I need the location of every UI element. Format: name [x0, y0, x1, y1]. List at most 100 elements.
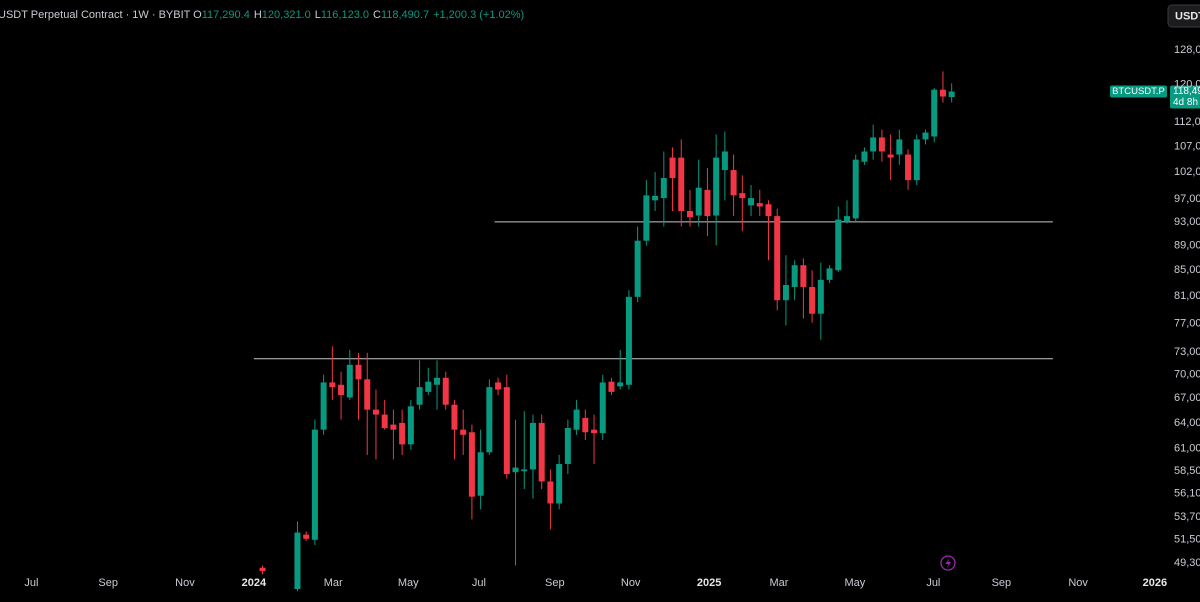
candle-body	[704, 189, 711, 217]
candle-body	[774, 216, 781, 301]
candle-body	[486, 387, 493, 453]
y-tick-label: 61,000	[1174, 443, 1200, 455]
candle-body	[442, 377, 449, 405]
x-tick-label: Sep	[992, 577, 1012, 589]
candle-body	[843, 216, 850, 222]
candle-body	[660, 177, 667, 199]
y-tick-label: 128,000	[1174, 44, 1200, 56]
candle-body	[294, 532, 301, 590]
y-tick-label: 51,500	[1174, 534, 1200, 546]
candle-body	[599, 382, 606, 434]
candle-body	[861, 151, 868, 162]
y-tick-label: 85,000	[1174, 264, 1200, 276]
candle-body	[303, 534, 310, 539]
candle-body	[913, 139, 920, 181]
y-tick-label: 56,100	[1174, 488, 1200, 500]
button-label[interactable]: USDT	[1175, 10, 1200, 22]
button-frame[interactable]	[1167, 4, 1200, 28]
candle-body	[695, 187, 702, 216]
candle-body	[686, 210, 693, 218]
y-tick-label: 81,000	[1174, 290, 1200, 302]
candle-body	[390, 424, 397, 430]
candle-body	[791, 265, 798, 287]
price-tag	[1170, 85, 1200, 109]
candle-body	[468, 432, 475, 497]
candle-body	[529, 422, 536, 470]
candle-body	[416, 387, 423, 405]
y-tick-label: 107,000	[1174, 140, 1200, 152]
symbol: USDT Perpetual Contract · 1W · BYBIT	[0, 9, 191, 21]
currency-button[interactable]: USDT	[1167, 4, 1200, 28]
candle-body	[460, 429, 467, 435]
candle-body	[547, 481, 554, 504]
y-tick-label: 70,000	[1174, 369, 1200, 381]
candle-body	[852, 159, 859, 219]
candle-body	[721, 151, 728, 171]
y-tick-label: 64,000	[1174, 417, 1200, 429]
x-tick-label: Jul	[24, 577, 38, 589]
candle-body	[495, 382, 502, 390]
candle-body	[782, 285, 789, 301]
candle-body	[477, 452, 484, 496]
y-tick-label: 58,500	[1174, 465, 1200, 477]
price-tag-label: 118,490.7	[1173, 86, 1200, 97]
y-tick-label: 67,000	[1174, 392, 1200, 404]
candle-body	[311, 429, 318, 540]
candle-body	[381, 414, 388, 428]
candle-body	[948, 91, 955, 98]
candle-body	[259, 567, 266, 572]
x-tick-label: 2025	[697, 577, 721, 589]
candle-body	[521, 469, 528, 472]
ohlc-label: O	[193, 9, 202, 21]
candle-body	[730, 170, 737, 196]
candle-body	[329, 382, 336, 388]
y-tick-label: 89,000	[1174, 239, 1200, 251]
candle-body	[320, 382, 327, 430]
x-tick-label: Mar	[324, 577, 343, 589]
candle-body	[338, 384, 345, 396]
candle-body	[425, 381, 432, 392]
candle-body	[643, 195, 650, 241]
x-tick-label: May	[398, 577, 419, 589]
candle-body	[756, 203, 763, 207]
candle-body	[669, 157, 676, 178]
x-tick-label: 2026	[1143, 577, 1167, 589]
candle-body	[399, 422, 406, 445]
candle-body	[800, 265, 807, 287]
alert-circle[interactable]	[940, 555, 956, 571]
alert-icon[interactable]	[940, 555, 956, 571]
x-tick-label: Jul	[926, 577, 940, 589]
ohlc-value: 117,290.4	[202, 9, 250, 21]
x-tick-label: Nov	[621, 577, 641, 589]
candle-body	[582, 417, 589, 433]
alert-bolt[interactable]	[945, 558, 952, 568]
candle-body	[905, 154, 912, 181]
candle-body	[625, 296, 632, 385]
candle-body	[922, 132, 929, 140]
candle-body	[512, 467, 519, 473]
countdown-label: 4d 8h	[1173, 97, 1198, 108]
candle-body	[617, 382, 624, 387]
candle-body	[407, 406, 414, 445]
x-tick-label: Nov	[1068, 577, 1088, 589]
ohlc-value: 116,123.0	[321, 9, 369, 21]
y-tick-label: 49,300	[1174, 557, 1200, 569]
x-tick-label: Sep	[98, 577, 118, 589]
candle-body	[451, 404, 458, 430]
candle-body	[538, 422, 545, 482]
candle-body	[896, 139, 903, 155]
candle-body	[817, 279, 824, 314]
candle-body	[678, 157, 685, 211]
ohlc-label: H	[254, 9, 262, 21]
candle-body	[556, 463, 563, 504]
candle-body	[870, 137, 877, 152]
y-tick-label: 102,000	[1174, 166, 1200, 178]
x-tick-label: May	[844, 577, 865, 589]
candle-body	[835, 219, 842, 271]
candle-body	[652, 195, 659, 201]
y-tick-label: 77,000	[1174, 317, 1200, 329]
candle-body	[355, 364, 362, 380]
candle-body	[713, 157, 720, 216]
y-tick-label: 120,000	[1174, 79, 1200, 91]
